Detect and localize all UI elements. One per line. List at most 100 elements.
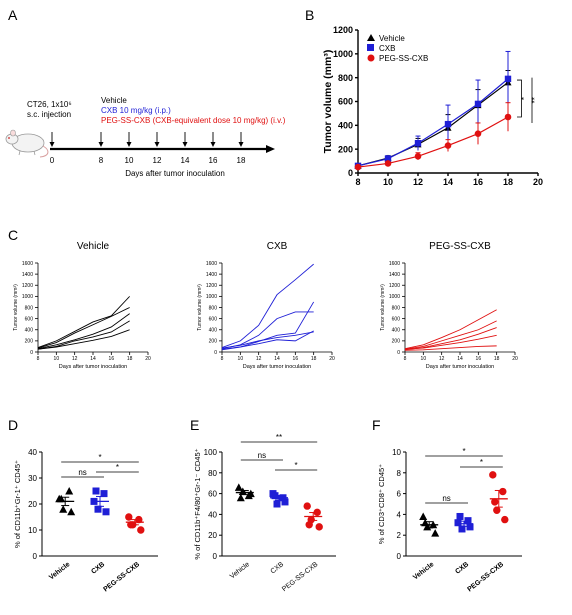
y-axis-label-C1: Tumor volume (mm³) — [13, 284, 19, 331]
chart-title-C2: CXB — [267, 241, 288, 252]
category-label-D: PEG-SS-CXB — [102, 561, 141, 593]
x-tick-label-C2: 16 — [293, 356, 299, 362]
significance-label: ns — [258, 451, 266, 460]
legend-label-vehicle: Vehicle — [379, 34, 405, 43]
individual-tumor-line — [37, 296, 130, 348]
y-tick-label-C1: 400 — [25, 328, 34, 334]
x-tick-label-C2: 14 — [274, 356, 280, 362]
data-point-triangle — [431, 529, 440, 537]
significance-label: * — [520, 97, 529, 100]
panel-label-e: E — [190, 417, 199, 433]
individual-tumor-line — [221, 263, 314, 348]
y-tick-label-F: 8 — [397, 469, 402, 478]
y-tick-label-C3: 1200 — [389, 283, 400, 289]
data-point-square — [94, 505, 102, 513]
individual-tumor-line — [404, 309, 497, 350]
legend-marker-cxb — [367, 44, 374, 51]
x-axis-label-C1: Days after tumor inoculation — [59, 364, 127, 370]
data-point-square — [92, 487, 100, 495]
schedule-day-0: 0 — [50, 156, 55, 165]
y-tick-label-F: 0 — [397, 552, 402, 561]
x-axis-label-C3: Days after tumor inoculation — [426, 364, 494, 370]
schedule-day-12: 12 — [153, 156, 162, 165]
schedule-day-10: 10 — [125, 156, 134, 165]
category-label-E: Vehicle — [229, 561, 251, 580]
y-tick-label-F: 2 — [397, 531, 402, 540]
data-point-square — [102, 508, 110, 516]
y-tick-label-E: 100 — [204, 448, 218, 457]
individual-tumor-line — [221, 311, 314, 350]
panel-label-a: A — [8, 7, 18, 23]
series-line-square — [357, 78, 509, 167]
y-tick-label-B: 800 — [338, 73, 353, 83]
x-tick-label-B: 8 — [355, 177, 360, 187]
category-label-F: CXB — [454, 561, 470, 576]
y-tick-label-C2: 600 — [209, 316, 218, 322]
y-tick-label-D: 30 — [28, 474, 37, 483]
significance-label: * — [480, 458, 483, 467]
y-tick-label-D: 40 — [28, 448, 37, 457]
data-point-circle — [414, 153, 422, 160]
data-point-circle — [501, 515, 509, 524]
y-axis-label-C3: Tumor volume (mm³) — [380, 284, 386, 331]
legend-label-cxb: CXB — [379, 44, 395, 53]
schedule-day-14: 14 — [181, 156, 190, 165]
x-tick-label-C1: 14 — [90, 356, 96, 362]
significance-label: ** — [530, 97, 539, 103]
y-tick-label-C2: 1200 — [206, 283, 217, 289]
data-point-circle — [137, 526, 145, 534]
schedule-arrowhead-8 — [98, 142, 104, 147]
category-label-F: Vehicle — [412, 561, 435, 581]
legend-label-peg: PEG-SS-CXB — [379, 54, 428, 63]
y-tick-label-C2: 400 — [209, 328, 218, 334]
schedule-arrowhead-16 — [210, 142, 216, 147]
schedule-day-8: 8 — [99, 156, 104, 165]
schedule-arrowhead-0 — [49, 142, 55, 147]
series-line-circle — [357, 116, 509, 168]
x-tick-label-C3: 20 — [512, 356, 518, 362]
y-tick-label-C3: 1000 — [389, 294, 400, 300]
x-tick-label-C1: 18 — [127, 356, 133, 362]
x-tick-label-B: 10 — [383, 177, 393, 187]
y-tick-label-C2: 0 — [214, 350, 217, 356]
y-tick-label-B: 400 — [338, 120, 353, 130]
data-point-circle — [354, 163, 362, 171]
data-point-triangle — [419, 512, 428, 520]
y-tick-label-B: 1000 — [333, 49, 353, 59]
chart-b: Vehicle CXB PEG-SS-CXB 8 10 12 14 16 18 200200… — [322, 25, 543, 187]
significance-label: * — [98, 453, 101, 462]
y-tick-label-B: 1200 — [333, 25, 353, 35]
y-axis-label-D: % of CD11b⁺Gr-1⁺ CD45⁺ — [13, 460, 22, 548]
data-point-square — [414, 140, 422, 147]
y-tick-label-C3: 0 — [397, 350, 400, 356]
treatment-peg: PEG-SS-CXB (CXB-equivalent dose 10 mg/kg… — [101, 116, 286, 125]
data-point-triangle — [67, 507, 76, 516]
y-tick-label-B: 0 — [348, 168, 353, 178]
individual-tumor-line — [404, 334, 497, 350]
schedule-arrowhead-12 — [154, 142, 160, 147]
panel-label-c: C — [8, 227, 18, 243]
x-tick-label-B: 12 — [413, 177, 423, 187]
x-tick-label-B: 18 — [503, 177, 513, 187]
y-axis-label-C2: Tumor volume (mm³) — [197, 284, 203, 331]
individual-tumor-line — [37, 320, 130, 350]
y-tick-label-C2: 1000 — [206, 294, 217, 300]
legend-b: Vehicle CXB PEG-SS-CXB — [367, 34, 428, 63]
data-point-triangle — [59, 505, 68, 513]
significance-label: ns — [78, 468, 86, 477]
y-axis-label-B: Tumor volume (mm³) — [322, 50, 334, 154]
data-point-square — [458, 525, 466, 533]
y-tick-label-C1: 1600 — [22, 261, 33, 267]
y-tick-label-D: 0 — [33, 552, 38, 561]
data-point-square — [281, 498, 289, 506]
treatment-vehicle: Vehicle — [101, 96, 127, 105]
y-tick-label-B: 600 — [338, 97, 353, 107]
data-point-square — [454, 519, 462, 527]
series-line-triangle — [357, 81, 509, 167]
data-point-circle — [499, 487, 507, 496]
y-tick-label-E: 20 — [208, 531, 217, 540]
y-tick-label-F: 4 — [397, 510, 402, 519]
y-tick-label-C1: 800 — [25, 305, 34, 311]
individual-tumor-line — [221, 330, 314, 351]
significance-label: ** — [276, 433, 282, 442]
